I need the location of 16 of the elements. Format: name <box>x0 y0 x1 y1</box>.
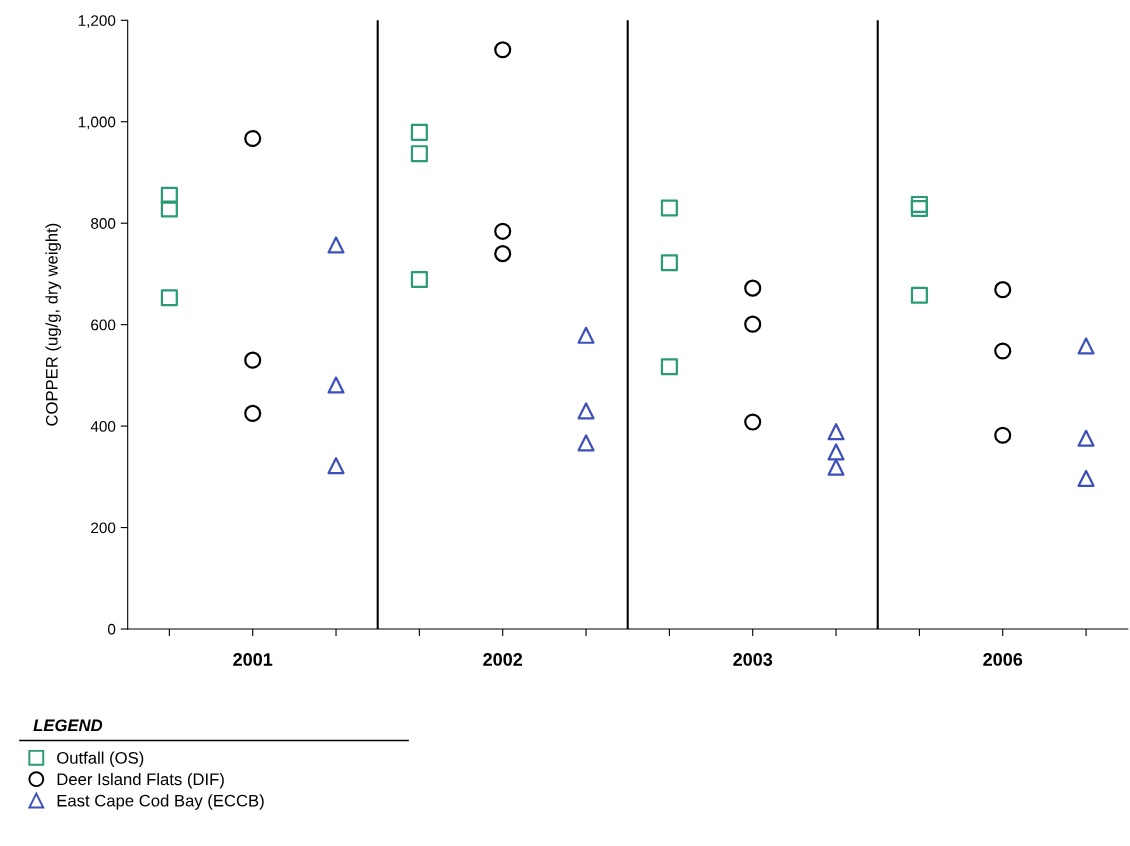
y-tick-label: 600 <box>91 319 116 331</box>
legend-label: Deer Island Flats (DIF) <box>57 772 224 789</box>
x-tick-label: 2002 <box>483 653 523 666</box>
y-tick-label: 200 <box>91 522 116 534</box>
y-tick-label: 800 <box>91 218 116 229</box>
y-tick-label: 0 <box>107 623 116 635</box>
y-tick-label: 400 <box>90 420 116 432</box>
legend-label: Outfall (OS) <box>57 751 144 768</box>
y-axis-title: COPPER (ug/g, dry weight) <box>45 223 61 426</box>
y-tick-label: 1,000 <box>78 116 116 130</box>
legend-label: East Cape Cod Bay (ECCB) <box>57 794 264 810</box>
legend-title: LEGEND <box>33 719 103 732</box>
y-tick-label: 1,200 <box>78 15 116 28</box>
x-tick-label: 2001 <box>233 653 273 666</box>
x-tick-label: 2006 <box>983 653 1023 666</box>
x-tick-label: 2003 <box>733 653 773 666</box>
